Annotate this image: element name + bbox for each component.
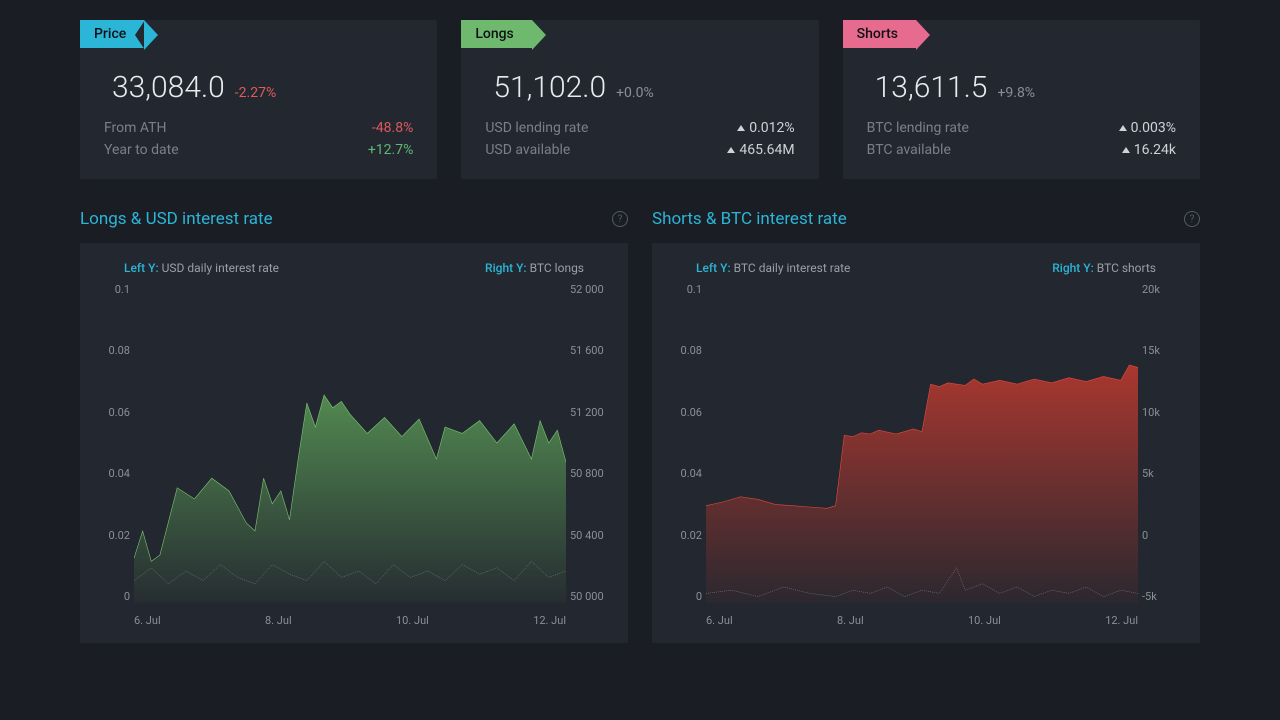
- price-value: 33,084.0: [112, 70, 225, 105]
- longs-chart-title: Longs & USD interest rate: [80, 209, 273, 229]
- price-rows: From ATH -48.8% Year to date +12.7%: [80, 117, 437, 161]
- longs-left-y-legend: Left Y: USD daily interest rate: [124, 261, 279, 275]
- stat-value: -48.8%: [372, 120, 413, 136]
- shorts-y-left-labels: 0.10.080.060.040.020: [668, 283, 702, 603]
- longs-value: 51,102.0: [493, 70, 606, 105]
- price-card: Price 33,084.0 -2.27% From ATH -48.8% Year…: [80, 20, 437, 179]
- stat-cards-row: Price 33,084.0 -2.27% From ATH -48.8% Year…: [80, 20, 1200, 179]
- shorts-rows: BTC lending rate 0.003% BTC available 16.24…: [843, 117, 1200, 161]
- longs-svg: [134, 283, 566, 603]
- longs-plot: 0.10.080.060.040.020 52 00051 60051 2005…: [134, 283, 566, 623]
- help-icon[interactable]: ?: [612, 211, 628, 227]
- shorts-change: +9.8%: [997, 85, 1035, 101]
- shorts-left-y-legend: Left Y: BTC daily interest rate: [696, 261, 850, 275]
- longs-x-labels: 6. Jul8. Jul10. Jul12. Jul: [134, 614, 566, 627]
- shorts-plot: 0.10.080.060.040.020 20k15k10k5k0-5k 6. …: [706, 283, 1138, 623]
- stat-row: BTC lending rate 0.003%: [867, 117, 1176, 139]
- stat-value: 16.24k: [1122, 142, 1176, 158]
- longs-right-y-legend: Right Y: BTC longs: [485, 261, 584, 275]
- stat-value: 0.012%: [737, 120, 794, 136]
- longs-chart-panel: Longs & USD interest rate ? Left Y: USD …: [80, 209, 628, 643]
- shorts-chart-title: Shorts & BTC interest rate: [652, 209, 847, 229]
- stat-row: From ATH -48.8%: [104, 117, 413, 139]
- shorts-y-right-labels: 20k15k10k5k0-5k: [1142, 283, 1186, 603]
- shorts-right-y-legend: Right Y: BTC shorts: [1052, 261, 1156, 275]
- longs-chart-box: Left Y: USD daily interest rate Right Y:…: [80, 243, 628, 643]
- stat-label: USD lending rate: [485, 120, 588, 136]
- price-ribbon-label: Price: [80, 20, 144, 48]
- up-arrow-icon: [1119, 125, 1127, 131]
- shorts-value: 13,611.5: [875, 70, 988, 105]
- charts-row: Longs & USD interest rate ? Left Y: USD …: [80, 209, 1200, 643]
- longs-y-left-labels: 0.10.080.060.040.020: [96, 283, 130, 603]
- shorts-ribbon: Shorts: [843, 20, 916, 48]
- longs-card: Longs 51,102.0 +0.0% USD lending rate 0.0…: [461, 20, 818, 179]
- stat-label: USD available: [485, 142, 570, 158]
- shorts-chart-panel: Shorts & BTC interest rate ? Left Y: BTC…: [652, 209, 1200, 643]
- stat-label: Year to date: [104, 142, 179, 158]
- stat-value: 465.64M: [727, 142, 794, 158]
- longs-change: +0.0%: [616, 85, 654, 101]
- stat-row: USD available 465.64M: [485, 139, 794, 161]
- shorts-svg: [706, 283, 1138, 603]
- longs-ribbon: Longs: [461, 20, 531, 48]
- stat-row: BTC available 16.24k: [867, 139, 1176, 161]
- up-arrow-icon: [727, 147, 735, 153]
- help-icon[interactable]: ?: [1184, 211, 1200, 227]
- shorts-card: Shorts 13,611.5 +9.8% BTC lending rate 0.…: [843, 20, 1200, 179]
- longs-rows: USD lending rate 0.012% USD available 465.6…: [461, 117, 818, 161]
- stat-label: BTC lending rate: [867, 120, 969, 136]
- stat-label: BTC available: [867, 142, 951, 158]
- price-ribbon: Price: [80, 20, 144, 48]
- stat-value: 0.003%: [1119, 120, 1176, 136]
- stat-value: +12.7%: [368, 142, 414, 158]
- price-change: -2.27%: [235, 85, 276, 101]
- shorts-ribbon-label: Shorts: [843, 20, 916, 48]
- stat-row: USD lending rate 0.012%: [485, 117, 794, 139]
- up-arrow-icon: [1122, 147, 1130, 153]
- stat-row: Year to date +12.7%: [104, 139, 413, 161]
- stat-label: From ATH: [104, 120, 167, 136]
- shorts-x-labels: 6. Jul8. Jul10. Jul12. Jul: [706, 614, 1138, 627]
- shorts-chart-box: Left Y: BTC daily interest rate Right Y:…: [652, 243, 1200, 643]
- up-arrow-icon: [737, 125, 745, 131]
- longs-ribbon-label: Longs: [461, 20, 531, 48]
- longs-y-right-labels: 52 00051 60051 20050 80050 40050 000: [570, 283, 614, 603]
